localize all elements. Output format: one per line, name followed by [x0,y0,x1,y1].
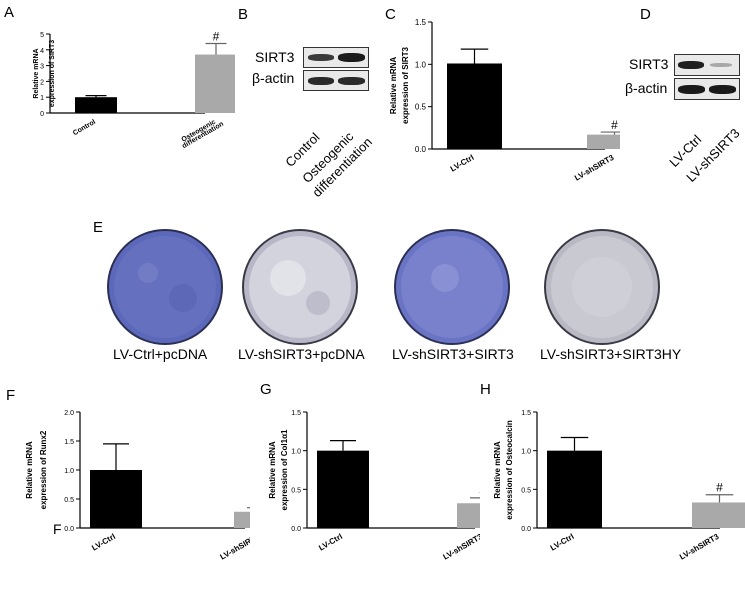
blot-b-sirt3-strip [303,47,369,68]
y-tick-label: 2.0 [64,410,74,417]
y-tick-label: 1.5 [415,18,427,27]
dish-caption-3: LV-shSIRT3+SIRT3 [392,346,514,362]
blot-b-band [308,77,334,85]
chart-c: 0.0 0.5 1.0 1.5 Relative mRNA expression of S… [389,18,620,183]
y-axis-label: expression of Runx2 [39,430,48,509]
y-tick-label: 1.0 [64,468,74,475]
chart-a: 0 1 2 3 4 5 Relative mRNA expression of SIRT3 Co… [33,29,235,150]
bar [195,54,235,113]
panel-label-h: H [480,381,491,398]
y-axis-label: Relative mRNA [493,441,502,499]
y-tick-label: 0.0 [521,526,531,533]
dish-2 [242,229,358,345]
blot-d-actin-strip [674,78,740,100]
blot-d-sirt3-strip [674,54,740,76]
bar [75,97,117,113]
bar [90,470,142,528]
y-tick-label: 0.0 [415,145,427,154]
y-tick-label: 0 [40,111,44,118]
panel-label-e: E [93,219,104,236]
category-label: LV-Ctrl [317,532,344,553]
bar [547,450,602,528]
category-label: Control [72,119,97,138]
y-tick-label: 2 [40,79,44,86]
blot-d-actin-label: β-actin [625,80,668,96]
dish-caption-1: LV-Ctrl+pcDNA [113,346,208,362]
y-axis-label: expression of Col1α1 [280,429,289,510]
category-label: LV-Ctrl [449,153,476,174]
bar [447,63,502,150]
category-label: LV-Ctrl [90,532,117,553]
y-tick-label: 0.5 [64,497,74,504]
blot-d-band [678,61,704,69]
y-axis-label: Relative mRNA [389,57,398,115]
y-tick-label: 1.5 [521,410,531,417]
y-axis-label: Relative mRNA [33,48,40,98]
panel-label-f-stray: F [53,521,62,537]
bar [587,134,620,149]
y-axis-label: Relative mRNA [25,441,34,499]
chart-h: 0.0 0.5 1.0 1.5 Relative mRNA expression of O… [493,410,745,562]
blot-d-band [709,85,736,94]
y-tick-label: 0.5 [521,487,531,494]
blot-d-sirt3-label: SIRT3 [629,56,669,72]
dish-4 [544,229,660,345]
panel-label-g: G [260,381,272,398]
panel-label-d: D [640,6,651,23]
y-tick-label: 4 [40,48,44,55]
blot-b-actin-strip [303,70,369,91]
blot-b-sirt3-label: SIRT3 [255,49,295,65]
y-tick-label: 1.5 [64,439,74,446]
panel-label-f: F [6,387,16,404]
y-tick-label: 1.0 [521,449,531,456]
y-tick-label: 5 [40,32,44,39]
y-axis-label: expression of SIRT3 [49,40,56,107]
blot-b-band [308,54,334,61]
panel-label-a: A [4,4,15,21]
bar [317,450,369,528]
y-tick-label: 3 [40,64,44,71]
y-axis-label: Relative mRNA [268,441,277,499]
bar [692,502,745,528]
bar [234,511,250,528]
panel-label-b: B [238,6,249,23]
bar [457,503,480,528]
dish-caption-4: LV-shSIRT3+SIRT3HY [540,346,682,362]
y-tick-label: 1.5 [291,410,301,417]
blot-d-band [678,85,705,94]
significance-mark: # [611,118,618,132]
y-axis-label: expression of SIRT3 [401,47,410,124]
y-axis-label: expression of Osteocalcin [505,420,514,520]
y-tick-label: 0.5 [291,487,301,494]
significance-mark: # [716,481,723,495]
blot-b-band [338,77,365,85]
y-tick-label: 1.0 [291,449,301,456]
significance-mark: # [213,29,220,43]
panel-label-c: C [385,6,396,23]
dish-3 [394,229,510,345]
y-tick-label: 1 [40,95,44,102]
category-label: LV-shSIRT3 [219,532,250,562]
category-label: LV-shSIRT3 [573,153,616,183]
blot-d-band [710,63,732,67]
y-tick-label: 0.5 [415,103,427,112]
chart-f: 0.0 0.5 1.0 1.5 2.0 Relative mRNA expression o… [25,410,250,562]
chart-g: 0.0 0.5 1.0 1.5 Relative mRNA expression of C… [268,410,480,562]
y-tick-label: 0.0 [291,526,301,533]
y-tick-label: 1.0 [415,60,427,69]
dish-1 [107,229,223,345]
dish-caption-2: LV-shSIRT3+pcDNA [238,346,365,362]
y-tick-label: 0.0 [64,526,74,533]
category-label: LV-shSIRT3 [678,532,721,562]
category-label: LV-Ctrl [549,532,576,553]
blot-b-actin-label: β-actin [252,70,295,86]
blot-b-band [338,53,365,62]
